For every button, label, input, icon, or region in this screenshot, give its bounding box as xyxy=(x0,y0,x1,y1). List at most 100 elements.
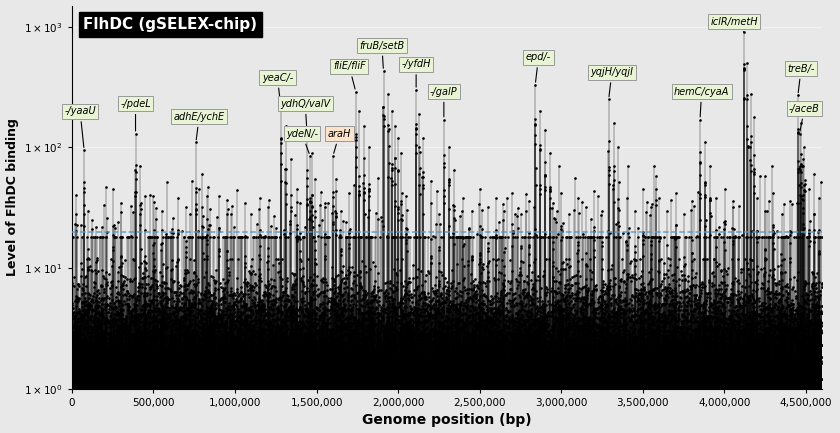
Point xyxy=(639,340,653,347)
Point xyxy=(375,311,388,318)
Point xyxy=(534,234,548,241)
Point xyxy=(293,236,307,242)
Point xyxy=(558,265,571,272)
Point xyxy=(337,304,350,310)
Point xyxy=(610,314,623,321)
Point xyxy=(548,362,561,368)
Point xyxy=(176,345,189,352)
Point xyxy=(597,325,611,332)
Point xyxy=(535,304,549,311)
Point xyxy=(157,310,171,317)
Point xyxy=(329,212,343,219)
Point xyxy=(138,298,151,305)
Point xyxy=(256,316,270,323)
Point xyxy=(772,333,785,340)
Point xyxy=(697,308,711,315)
Point xyxy=(550,297,564,304)
Point xyxy=(592,326,606,333)
Point xyxy=(652,324,665,331)
Point xyxy=(668,234,681,241)
Point xyxy=(169,339,182,346)
Point xyxy=(480,320,494,327)
Point xyxy=(223,315,237,322)
Point xyxy=(129,169,143,176)
Point xyxy=(124,317,138,324)
Point xyxy=(616,323,629,330)
Point xyxy=(691,189,705,196)
Point xyxy=(160,356,174,363)
Point xyxy=(104,355,118,362)
Point xyxy=(115,315,129,322)
Point xyxy=(649,319,663,326)
Point xyxy=(181,269,195,276)
Point xyxy=(404,323,417,330)
Point xyxy=(304,199,318,206)
Point xyxy=(617,278,631,285)
Point xyxy=(416,135,429,142)
Point xyxy=(669,221,682,228)
Point xyxy=(597,310,611,317)
Point xyxy=(590,282,603,289)
Point xyxy=(417,288,431,295)
Point xyxy=(360,336,373,343)
Point xyxy=(519,291,533,298)
Point xyxy=(738,362,752,368)
Point xyxy=(413,344,427,351)
Point xyxy=(352,336,365,343)
Point xyxy=(114,253,128,260)
Point xyxy=(90,331,103,338)
Point xyxy=(291,234,305,241)
Point xyxy=(628,207,642,214)
Point xyxy=(412,293,426,300)
Point xyxy=(300,339,313,346)
Point xyxy=(158,285,171,292)
Point xyxy=(512,329,525,336)
Point xyxy=(574,322,587,329)
Point xyxy=(401,336,414,343)
Point xyxy=(781,284,795,291)
Point xyxy=(288,338,302,345)
Point xyxy=(385,320,398,326)
Point xyxy=(135,302,149,309)
Point xyxy=(806,343,819,349)
Point xyxy=(291,318,304,325)
Point xyxy=(543,195,557,202)
Point xyxy=(235,328,249,335)
Point xyxy=(109,375,123,382)
Point xyxy=(497,352,511,359)
Point xyxy=(192,323,206,330)
Point xyxy=(601,324,614,331)
Point xyxy=(483,301,496,308)
Point xyxy=(158,279,171,286)
Point xyxy=(605,346,618,353)
Point xyxy=(599,330,612,336)
Point xyxy=(162,340,176,347)
Point xyxy=(692,296,706,303)
Point xyxy=(617,278,630,285)
Point xyxy=(99,281,113,288)
Point xyxy=(350,326,364,333)
Point xyxy=(115,234,129,241)
Point xyxy=(543,186,557,193)
Point xyxy=(260,339,274,346)
Point xyxy=(213,311,226,318)
Point xyxy=(553,301,566,308)
Point xyxy=(110,336,123,343)
Point xyxy=(433,327,447,334)
Point xyxy=(165,288,178,295)
Point xyxy=(727,234,740,241)
Point xyxy=(783,197,796,204)
Point xyxy=(210,316,223,323)
Point xyxy=(120,343,134,350)
Point xyxy=(107,337,120,344)
Point xyxy=(727,347,741,354)
Point xyxy=(514,245,528,252)
Point xyxy=(788,327,801,334)
Point xyxy=(813,319,827,326)
Point xyxy=(622,344,636,351)
Point xyxy=(474,300,487,307)
Point xyxy=(67,351,81,358)
Point xyxy=(749,288,763,295)
Point xyxy=(419,356,433,363)
Point xyxy=(415,336,428,343)
